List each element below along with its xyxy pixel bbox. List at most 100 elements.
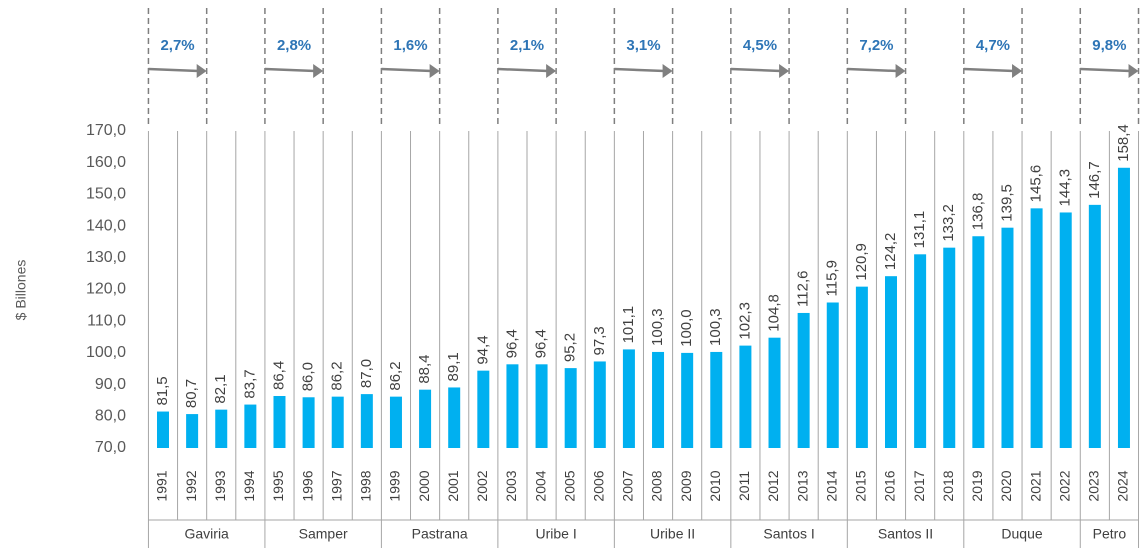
- y-tick-label: 160,0: [86, 154, 126, 171]
- bar: [1001, 227, 1014, 448]
- value-label: 100,0: [678, 309, 695, 347]
- y-tick-label: 130,0: [86, 249, 126, 266]
- value-label: 102,3: [736, 302, 753, 340]
- bar: [943, 247, 956, 448]
- value-label: 144,3: [1057, 169, 1074, 207]
- x-tick-label: 1995: [270, 470, 286, 501]
- x-tick-label: 2001: [445, 470, 461, 501]
- growth-label: 2,1%: [510, 37, 544, 54]
- value-label: 136,8: [969, 193, 986, 231]
- arrow-head: [196, 64, 207, 78]
- growth-label: 4,7%: [976, 37, 1010, 54]
- bar: [622, 349, 635, 448]
- group-label: Santos I: [763, 526, 814, 542]
- group-label: Duque: [1001, 526, 1042, 542]
- value-label: 158,4: [1115, 124, 1132, 162]
- x-tick-label: 1991: [154, 470, 170, 501]
- x-tick-label: 2018: [940, 470, 956, 501]
- arrow-head: [546, 64, 557, 78]
- y-tick-label: 110,0: [87, 312, 126, 329]
- bar: [157, 411, 169, 448]
- bar: [244, 404, 257, 448]
- arrow-shaft: [847, 67, 898, 73]
- x-tick-label: 2008: [649, 470, 665, 501]
- bar: [826, 302, 839, 448]
- x-tick-label: 2021: [1027, 470, 1043, 501]
- growth-label: 3,1%: [626, 37, 660, 54]
- bar: [302, 397, 315, 448]
- value-label: 100,3: [649, 308, 666, 346]
- y-tick-label: 170,0: [86, 122, 126, 139]
- bar: [564, 368, 577, 448]
- value-label: 139,5: [998, 184, 1015, 222]
- bar: [797, 312, 810, 448]
- x-tick-label: 1997: [328, 470, 344, 501]
- x-tick-label: 2019: [969, 470, 985, 501]
- value-label: 95,2: [562, 333, 579, 362]
- bar: [448, 387, 461, 448]
- bar: [855, 286, 868, 448]
- value-label: 115,9: [824, 260, 841, 296]
- x-tick-label: 1996: [299, 470, 315, 501]
- x-tick-label: 2024: [1115, 470, 1131, 501]
- y-axis-title: $ Billones: [13, 260, 29, 321]
- x-tick-label: 1994: [241, 470, 257, 501]
- bar: [1030, 208, 1043, 448]
- arrow-shaft: [264, 67, 316, 73]
- value-label: 133,2: [940, 204, 957, 242]
- x-tick-label: 1998: [358, 470, 374, 501]
- bar: [681, 352, 694, 448]
- value-label: 146,7: [1086, 161, 1103, 199]
- group-label: Pastrana: [412, 526, 468, 542]
- x-tick-label: 2010: [707, 470, 723, 501]
- x-tick-label: 2006: [591, 470, 607, 501]
- x-tick-label: 2020: [998, 470, 1014, 501]
- bar: [1059, 212, 1072, 448]
- x-tick-label: 2015: [853, 470, 869, 501]
- growth-label: 1,6%: [393, 37, 427, 54]
- bar: [914, 254, 927, 448]
- arrow-head: [779, 64, 790, 78]
- x-tick-label: 2004: [532, 470, 548, 501]
- x-tick-label: 1993: [212, 470, 228, 501]
- arrow-head: [1128, 64, 1139, 78]
- value-label: 94,4: [474, 335, 491, 364]
- bar: [360, 394, 373, 448]
- y-tick-label: 140,0: [86, 217, 126, 234]
- arrow-head: [429, 64, 440, 78]
- value-label: 124,2: [882, 233, 899, 271]
- value-label: 81,5: [154, 376, 171, 405]
- value-label: 86,4: [270, 361, 287, 390]
- group-label: Uribe I: [536, 526, 577, 542]
- value-label: 86,2: [329, 361, 346, 390]
- arrow-head: [895, 64, 906, 78]
- x-tick-label: 1999: [387, 470, 403, 501]
- value-label: 82,1: [212, 374, 229, 403]
- group-label: Samper: [299, 526, 348, 542]
- bar: [419, 389, 432, 448]
- arrow-head: [313, 64, 324, 78]
- growth-label: 9,8%: [1092, 37, 1126, 54]
- value-label: 101,1: [620, 306, 637, 344]
- growth-label: 7,2%: [859, 37, 893, 54]
- value-label: 97,3: [591, 326, 608, 355]
- growth-label: 2,8%: [277, 37, 311, 54]
- bar: [768, 337, 781, 448]
- arrow-shaft: [381, 67, 432, 73]
- arrow-shaft: [614, 67, 665, 73]
- y-tick-label: 150,0: [86, 186, 126, 203]
- value-label: 80,7: [183, 379, 200, 408]
- x-tick-label: 2002: [474, 470, 490, 501]
- x-tick-label: 2003: [503, 470, 519, 501]
- arrow-shaft: [1080, 67, 1131, 73]
- bar: [215, 409, 228, 448]
- growth-label: 4,5%: [743, 37, 777, 54]
- bar: [1117, 167, 1130, 448]
- y-tick-label: 90,0: [95, 376, 126, 393]
- x-tick-label: 2011: [736, 471, 752, 501]
- bar: [331, 396, 344, 448]
- x-tick-label: 2013: [794, 470, 810, 501]
- bar: [535, 364, 548, 448]
- bar: [477, 370, 490, 448]
